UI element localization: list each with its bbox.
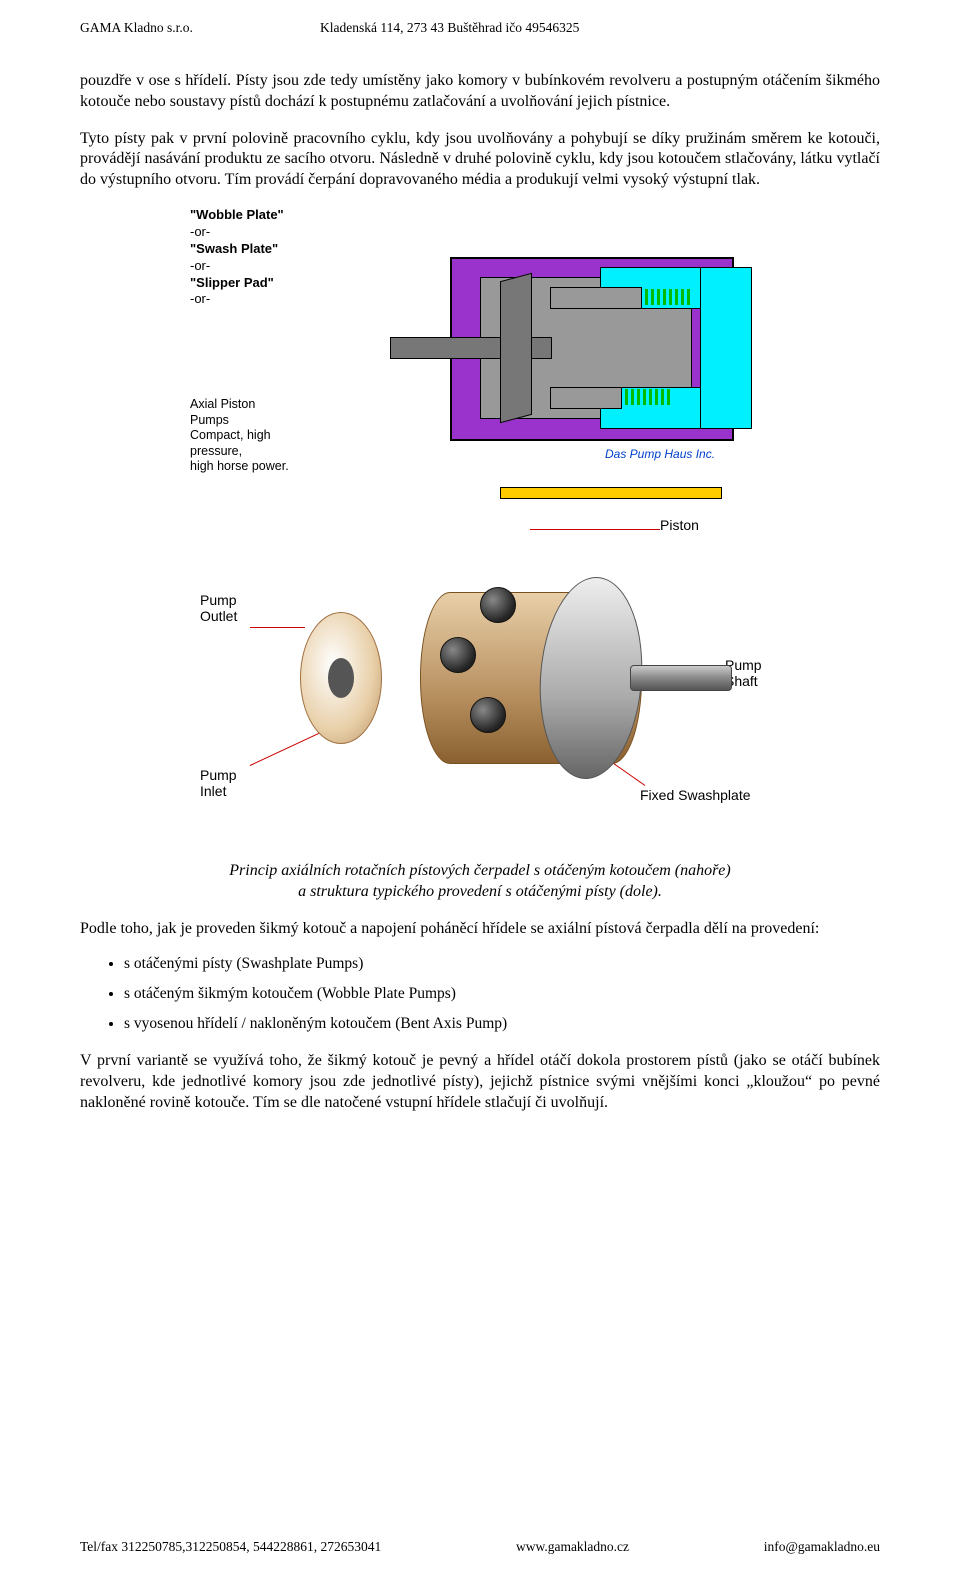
schematic-desc-labels: Axial Piston Pumps Compact, high pressur… <box>190 397 289 475</box>
axial-pump-schematic: "Wobble Plate" -or- "Swash Plate" -or- "… <box>190 207 770 507</box>
pump-base-shape <box>500 487 722 499</box>
label-or-3: -or- <box>190 291 284 308</box>
label-pump-outlet-2: Outlet <box>200 608 237 624</box>
label-fixed-swashplate: Fixed Swashplate <box>640 787 751 803</box>
footer-www: www.gamakladno.cz <box>516 1539 629 1555</box>
label-compact: Compact, high <box>190 428 289 444</box>
pump-shaft-shape <box>630 665 732 691</box>
label-horsepower: high horse power. <box>190 459 289 475</box>
spring-shape-1 <box>645 289 690 305</box>
caption-line-2: a struktura typického provedení s otáčen… <box>298 883 662 900</box>
label-pump-inlet-1: Pump <box>200 767 237 783</box>
piston-shape-2 <box>550 387 622 409</box>
pump-illustration: Das Pump Haus Inc. <box>400 227 760 467</box>
piston-bore-2 <box>440 637 476 673</box>
fluid-channel-right <box>700 267 752 429</box>
page-footer: Tel/fax 312250785,312250854, 544228861, … <box>80 1539 880 1555</box>
leader-piston <box>530 529 660 530</box>
page-header: GAMA Kladno s.r.o. Kladenská 114, 273 43… <box>80 20 880 36</box>
label-slipper-pad: "Slipper Pad" <box>190 275 284 292</box>
piston-bore-1 <box>480 587 516 623</box>
paragraph-4: V první variantě se využívá toho, že šik… <box>80 1051 880 1113</box>
label-piston: Piston <box>660 517 699 533</box>
outlet-disk-shape <box>300 612 382 744</box>
spring-shape-2 <box>625 389 670 405</box>
label-or-2: -or- <box>190 258 284 275</box>
piston-bore-3 <box>470 697 506 733</box>
company-name: GAMA Kladno s.r.o. <box>80 20 193 36</box>
footer-tel: Tel/fax 312250785,312250854, 544228861, … <box>80 1539 381 1555</box>
label-pump-outlet: Pump Outlet <box>200 592 237 624</box>
label-pump-inlet-2: Inlet <box>200 783 226 799</box>
pump-type-list: s otáčenými písty (Swashplate Pumps) s o… <box>80 955 880 1033</box>
list-item: s otáčenými písty (Swashplate Pumps) <box>124 955 880 973</box>
label-swash-plate: "Swash Plate" <box>190 241 284 258</box>
footer-email: info@gamakladno.eu <box>764 1539 880 1555</box>
label-axial-piston: Axial Piston <box>190 397 289 413</box>
list-item: s vyosenou hřídelí / nakloněným kotoučem… <box>124 1015 880 1033</box>
brand-label: Das Pump Haus Inc. <box>605 447 715 461</box>
label-pressure: pressure, <box>190 444 289 460</box>
diagram-bottom-container: Piston Pump Outlet Pump Inlet Pump Shaft… <box>80 517 880 847</box>
company-address: Kladenská 114, 273 43 Buštěhrad ičo 4954… <box>320 20 579 36</box>
swashplate-exploded-view: Piston Pump Outlet Pump Inlet Pump Shaft… <box>170 517 790 847</box>
piston-shape-1 <box>550 287 642 309</box>
document-page: GAMA Kladno s.r.o. Kladenská 114, 273 43… <box>40 0 920 1573</box>
paragraph-3: Podle toho, jak je proveden šikmý kotouč… <box>80 919 880 940</box>
label-pump-inlet: Pump Inlet <box>200 767 237 799</box>
label-pump-outlet-1: Pump <box>200 592 237 608</box>
diagram-top-container: "Wobble Plate" -or- "Swash Plate" -or- "… <box>80 207 880 507</box>
list-item: s otáčeným šikmým kotoučem (Wobble Plate… <box>124 985 880 1003</box>
schematic-title-labels: "Wobble Plate" -or- "Swash Plate" -or- "… <box>190 207 284 308</box>
caption-line-1: Princip axiálních rotačních pístových če… <box>229 862 730 879</box>
leader-outlet <box>250 627 305 628</box>
paragraph-2: Tyto písty pak v první polovině pracovní… <box>80 129 880 191</box>
label-wobble-plate: "Wobble Plate" <box>190 207 284 224</box>
paragraph-1: pouzdře v ose s hřídelí. Písty jsou zde … <box>80 71 880 113</box>
figure-caption: Princip axiálních rotačních pístových če… <box>80 861 880 903</box>
label-pumps: Pumps <box>190 413 289 429</box>
wobble-plate-shape <box>500 273 532 424</box>
label-or-1: -or- <box>190 224 284 241</box>
